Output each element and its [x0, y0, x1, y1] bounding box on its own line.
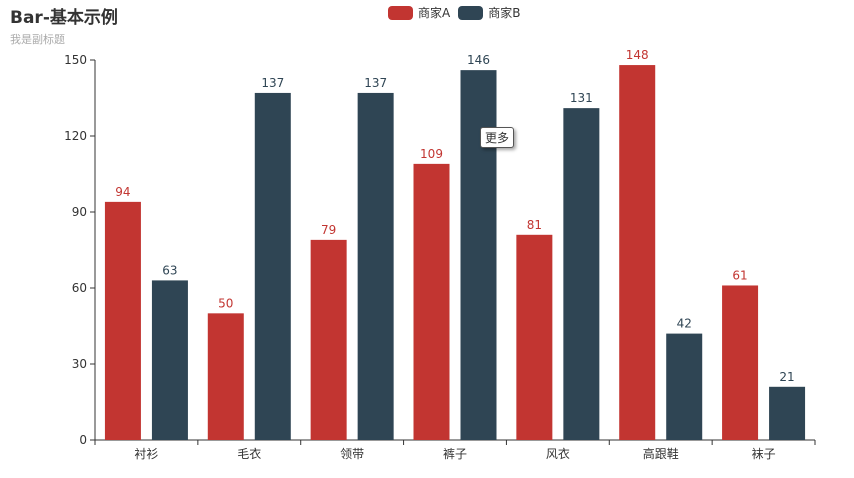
data-label-series-b: 63: [162, 263, 177, 277]
legend-swatch-series-b: [458, 5, 484, 20]
data-label-series-b: 21: [779, 370, 794, 384]
bar-series-b: [563, 108, 600, 440]
bar-series-b: [254, 92, 291, 440]
data-label-series-a: 94: [115, 185, 130, 199]
legend-item-series-b[interactable]: 商家B: [458, 4, 520, 21]
x-tick-label: 毛衣: [237, 446, 261, 461]
tooltip-more[interactable]: 更多: [480, 127, 515, 148]
data-label-series-b: 137: [261, 76, 284, 90]
y-tick-label: 150: [64, 53, 87, 67]
bar-series-b: [666, 333, 703, 440]
y-tick-label: 60: [72, 281, 87, 295]
bar-series-a: [104, 201, 141, 440]
x-tick-label: 袜子: [752, 447, 776, 461]
y-tick-label: 0: [79, 433, 87, 447]
legend-label-series-b: 商家B: [488, 6, 521, 20]
y-tick-label: 90: [72, 205, 87, 219]
data-label-series-b: 131: [570, 91, 593, 105]
data-label-series-b: 146: [467, 53, 490, 67]
bar-series-b: [460, 70, 497, 440]
data-label-series-b: 137: [364, 76, 387, 90]
bar-series-a: [619, 65, 656, 441]
chart-title: Bar-基本示例: [10, 8, 118, 28]
data-label-series-a: 79: [321, 223, 336, 237]
x-tick-label: 风衣: [546, 446, 570, 461]
legend-label-series-a: 商家A: [418, 6, 451, 20]
x-tick-label: 衬衫: [134, 447, 158, 461]
bar-series-b: [357, 92, 394, 440]
data-label-series-b: 42: [677, 317, 692, 331]
x-tick-label: 裤子: [443, 447, 467, 461]
bar-series-b: [151, 280, 188, 440]
data-label-series-a: 148: [626, 48, 649, 62]
y-tick-label: 30: [72, 357, 87, 371]
legend: 商家A 商家B: [388, 4, 520, 21]
data-label-series-a: 81: [527, 218, 542, 232]
data-label-series-a: 50: [218, 296, 233, 310]
bar-series-a: [722, 285, 759, 440]
bar-series-b: [769, 386, 806, 440]
x-tick-label: 领带: [340, 447, 364, 461]
chart-subtitle: 我是副标题: [10, 33, 65, 46]
data-label-series-a: 109: [420, 147, 443, 161]
bar-series-a: [310, 239, 347, 440]
legend-item-series-a[interactable]: 商家A: [388, 4, 450, 21]
x-tick-label: 高跟鞋: [643, 446, 679, 461]
legend-swatch-series-a: [388, 5, 413, 20]
bar-series-a: [207, 313, 244, 440]
bar-series-a: [413, 163, 450, 440]
y-tick-label: 120: [64, 129, 87, 143]
bar-series-a: [516, 234, 553, 440]
data-label-series-a: 61: [732, 268, 747, 282]
